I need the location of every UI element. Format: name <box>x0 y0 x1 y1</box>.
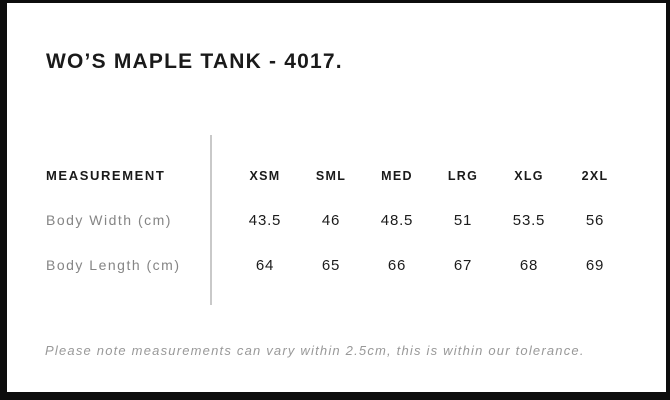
measurement-header: MEASUREMENT <box>46 168 166 183</box>
size-header-xlg: XLG <box>514 169 544 183</box>
cell-value: 65 <box>321 257 341 274</box>
size-header-sml: SML <box>315 169 347 183</box>
row-label: Body Length (cm) <box>46 257 181 273</box>
cell-value: 43.5 <box>248 212 282 229</box>
table-divider <box>210 135 212 305</box>
size-header-xsm: XSM <box>249 169 281 183</box>
cell-value: 56 <box>585 212 605 229</box>
row-label: Body Width (cm) <box>46 212 172 228</box>
size-header-lrg: LRG <box>447 169 479 183</box>
cell-value: 67 <box>453 257 473 274</box>
cell-value: 64 <box>255 257 275 274</box>
cell-value: 68 <box>519 257 539 274</box>
table-header-row: MEASUREMENT XSM SML MED LRG XLG 2XL <box>7 168 666 184</box>
cell-value: 51 <box>453 212 473 229</box>
size-header-2xl: 2XL <box>581 169 609 183</box>
size-header-med: MED <box>381 169 413 183</box>
cell-value: 48.5 <box>380 212 414 229</box>
cell-value: 66 <box>387 257 407 274</box>
table-row-body-width: Body Width (cm) 43.5 46 48.5 51 53.5 56 <box>7 212 666 229</box>
cell-value: 53.5 <box>512 212 546 229</box>
tolerance-note: Please note measurements can vary within… <box>45 343 585 358</box>
cell-value: 69 <box>585 257 605 274</box>
table-row-body-length: Body Length (cm) 64 65 66 67 68 69 <box>7 257 666 274</box>
page-title: WO’S MAPLE TANK - 4017. <box>46 50 343 73</box>
cell-value: 46 <box>321 212 341 229</box>
